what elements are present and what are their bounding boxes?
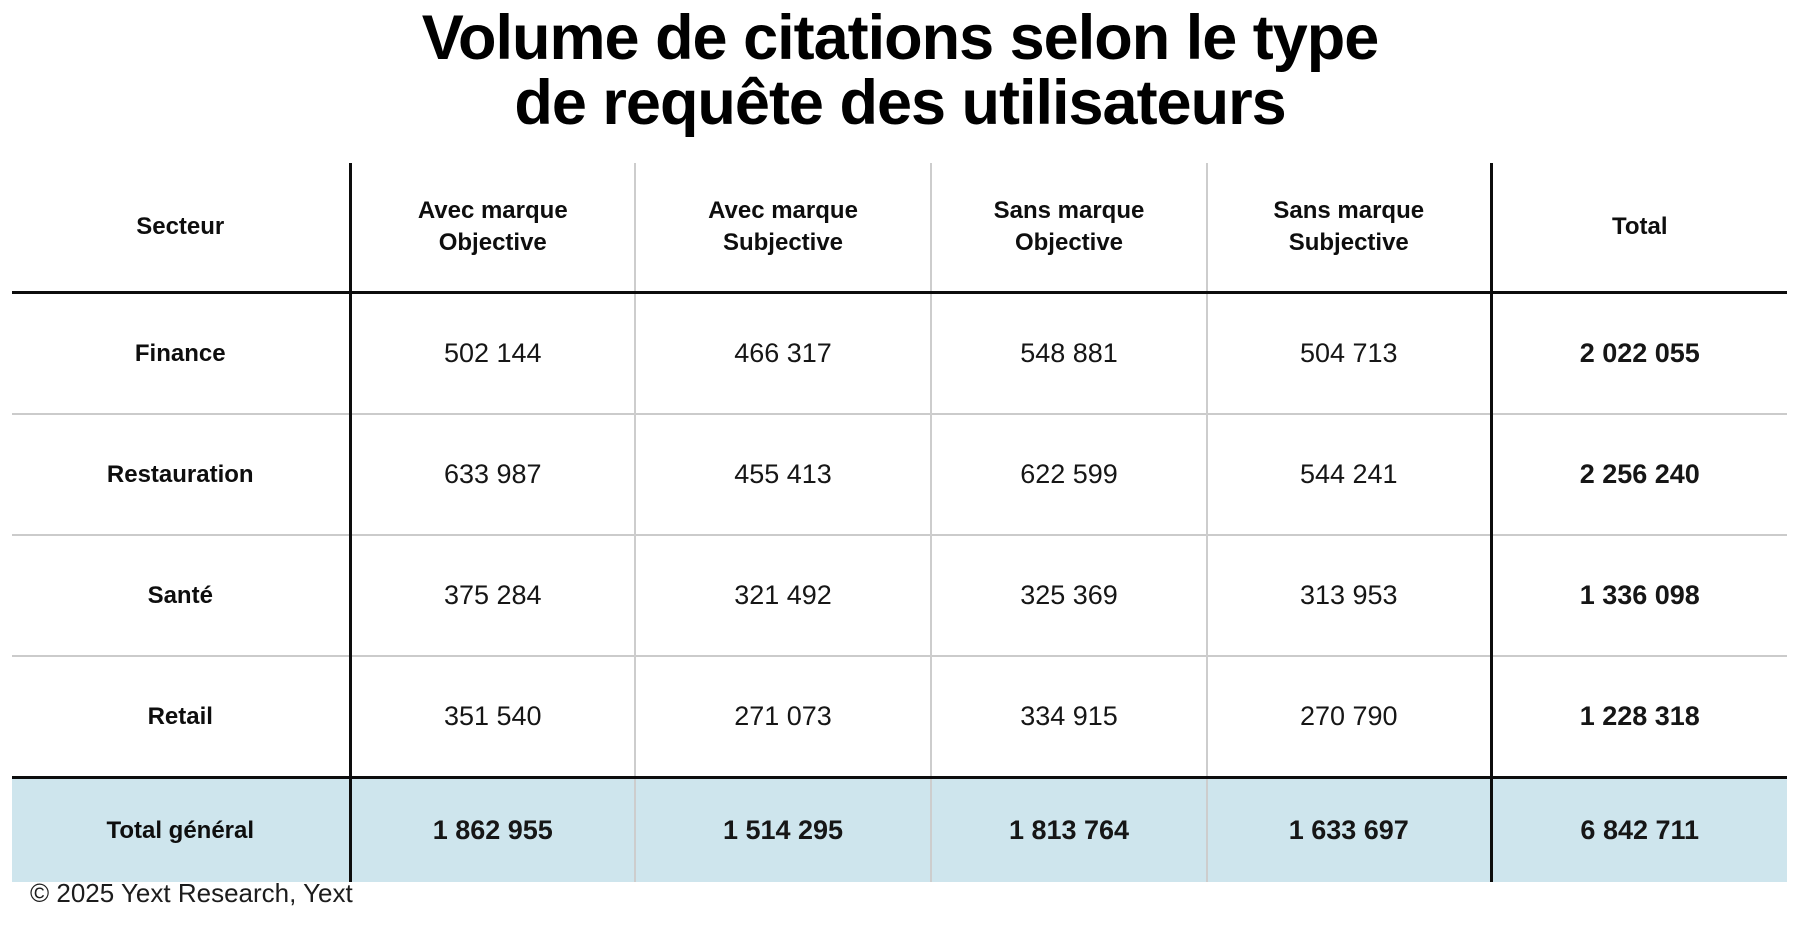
header-row: Secteur Avec marque Objective Avec marqu… [12, 163, 1787, 294]
table-cell: 504 713 [1207, 292, 1493, 414]
table-cell: 544 241 [1207, 413, 1493, 535]
table-row-retail: Retail 351 540 271 073 334 915 270 790 1… [12, 655, 1787, 778]
col-header-sans-marque-subjective: Sans marque Subjective [1207, 163, 1493, 294]
table-row-restauration: Restauration 633 987 455 413 622 599 544… [12, 413, 1787, 535]
table-cell: 313 953 [1207, 534, 1493, 656]
table-cell: 633 987 [350, 413, 636, 535]
title-line-2: de requête des utilisateurs [514, 67, 1286, 138]
col-header-total: Total [1491, 163, 1787, 294]
table-cell: 548 881 [931, 292, 1208, 414]
table-cell: 351 540 [350, 655, 636, 778]
table-cell: 325 369 [931, 534, 1208, 656]
table-cell: 455 413 [635, 413, 932, 535]
col-header-sans-marque-objective: Sans marque Objective [931, 163, 1208, 294]
table-cell: 1 862 955 [350, 776, 636, 882]
table-cell: 2 022 055 [1579, 338, 1700, 368]
table-cell: 6 842 711 [1491, 776, 1787, 882]
table-cell: Total général [12, 776, 352, 882]
chart-title: Volume de citations selon le type de requ… [0, 6, 1800, 136]
table-cell: 2 256 240 [1491, 413, 1787, 535]
table-cell: 466 317 [635, 292, 932, 414]
table-cell: 1 813 764 [931, 776, 1208, 882]
table-row-sante: Santé 375 284 321 492 325 369 313 953 1 … [12, 534, 1787, 656]
grand-total-row: Total général 1 862 955 1 514 295 1 813 … [12, 776, 1787, 882]
table-cell: 1 514 295 [635, 776, 932, 882]
table-cell: 622 599 [931, 413, 1208, 535]
table-cell: 375 284 [350, 534, 636, 656]
table-cell: Restauration [12, 413, 352, 535]
table-cell: 270 790 [1207, 655, 1493, 778]
title-line-1: Volume de citations selon le type [421, 3, 1380, 73]
table-cell: 321 492 [635, 534, 932, 656]
table-cell: Finance [12, 292, 352, 414]
table-cell: 334 915 [931, 655, 1208, 778]
copyright-note: © 2025 Yext Research, Yext [30, 878, 353, 908]
col-header-avec-marque-subjective: Avec marque Subjective [635, 163, 932, 294]
table-cell: Retail [12, 655, 352, 778]
table-row-finance: Finance 502 144 466 317 548 881 504 713 … [12, 292, 1787, 414]
table-cell: 1 633 697 [1207, 776, 1493, 882]
col-header-secteur: Secteur [12, 163, 352, 294]
table-cell: 1 336 098 [1491, 534, 1787, 656]
table-cell: 271 073 [635, 655, 932, 778]
citations-table: Secteur Avec marque Objective Avec marqu… [12, 163, 1787, 882]
table-cell: 502 144 [350, 292, 636, 414]
table-cell: 1 228 318 [1491, 655, 1787, 778]
table-cell: Santé [12, 534, 352, 656]
col-header-avec-marque-objective: Avec marque Objective [350, 163, 636, 294]
